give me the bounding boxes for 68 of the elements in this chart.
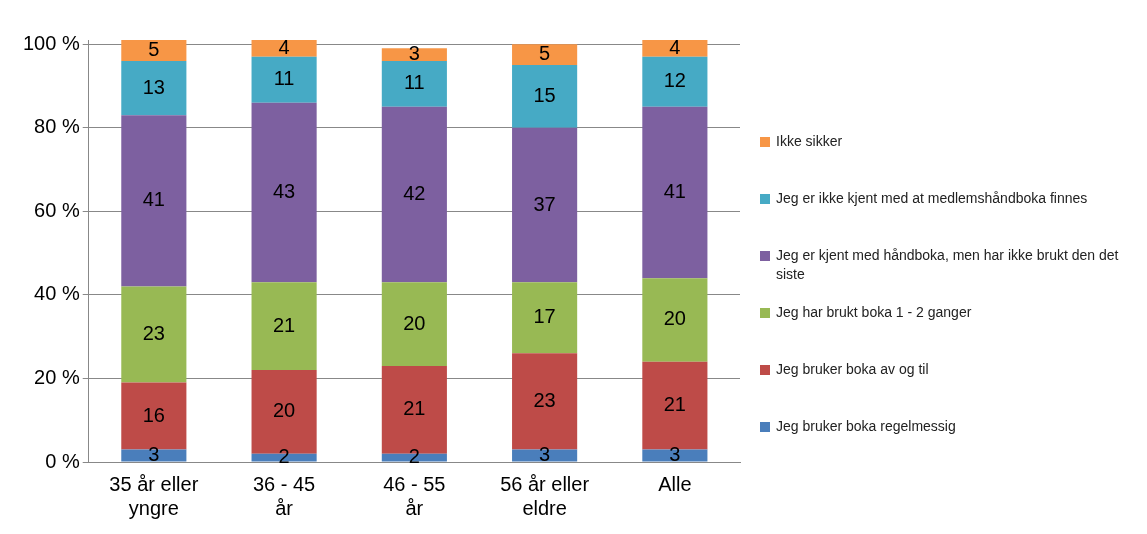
data-label: 16 [142,403,165,426]
data-label: 20 [663,307,686,330]
y-tick-label: 80 % [34,115,80,138]
data-label: 21 [403,397,426,420]
y-tick-label: 20 % [34,365,80,388]
bar [512,44,578,66]
bar [121,60,187,116]
bar [512,65,578,128]
data-label: 37 [533,192,556,215]
data-label: 42 [403,182,426,205]
bar [251,282,317,371]
bar [121,115,187,287]
data-label: 11 [403,71,425,94]
data-label: 20 [272,399,296,422]
bar [642,56,708,107]
bar [121,449,187,462]
x-tick-label: 56 år eller eldre [500,472,590,519]
data-label: 13 [142,75,165,98]
data-label: 23 [533,388,556,411]
x-tick-label: Alle [658,472,692,495]
data-label: 5 [539,42,551,65]
data-label: 41 [663,180,686,203]
data-label: 23 [142,322,165,345]
data-label: 5 [148,37,160,60]
bar [642,40,708,57]
bar [512,282,578,354]
data-label: 3 [148,443,160,465]
bar [251,40,317,57]
data-label: 41 [142,188,165,211]
y-tick-label: 100 % [22,31,80,54]
data-label: 21 [663,393,686,416]
y-tick-label: 60 % [34,198,80,221]
bar [251,102,317,283]
legend-label: Jeg har brukt boka 1 - 2 ganger [776,303,972,322]
data-label: 11 [273,67,295,90]
bar [121,286,187,383]
bar [642,278,708,362]
data-label: 3 [408,42,420,65]
data-label: 3 [669,443,681,465]
bar [642,449,708,462]
data-label: 15 [533,83,556,106]
legend-label: Jeg bruker boka regelmessig [776,417,956,436]
bar [642,106,708,279]
x-tick-label: 36 - 45 år [252,472,316,519]
data-label: 43 [272,180,296,203]
bar [381,60,447,107]
data-label: 3 [539,443,551,465]
legend-label: Ikke sikker [776,132,843,151]
bar [381,106,447,283]
data-label: 17 [533,305,556,328]
bar [251,56,317,103]
bar [381,48,447,61]
x-tick-label: 35 år eller yngre [109,472,199,519]
data-label: 4 [278,35,290,58]
x-tick-label: 46 - 55 år [383,472,446,519]
legend-label: Jeg bruker boka av og til [776,360,929,379]
data-label: 20 [403,311,426,334]
legend-label: Jeg er kjent med håndboka, men har ikke brukt den det siste [776,246,1120,284]
bar [512,449,578,462]
bar [381,282,447,366]
y-tick-label: 0 % [45,449,80,472]
y-tick-label: 40 % [34,282,80,305]
legend-label: Jeg er ikke kjent med at medlemshåndboka finnes [776,189,1088,208]
bar [121,40,187,61]
data-label: 12 [663,69,686,92]
bar [512,127,578,283]
data-label: 4 [669,35,681,58]
data-label: 21 [272,313,296,336]
